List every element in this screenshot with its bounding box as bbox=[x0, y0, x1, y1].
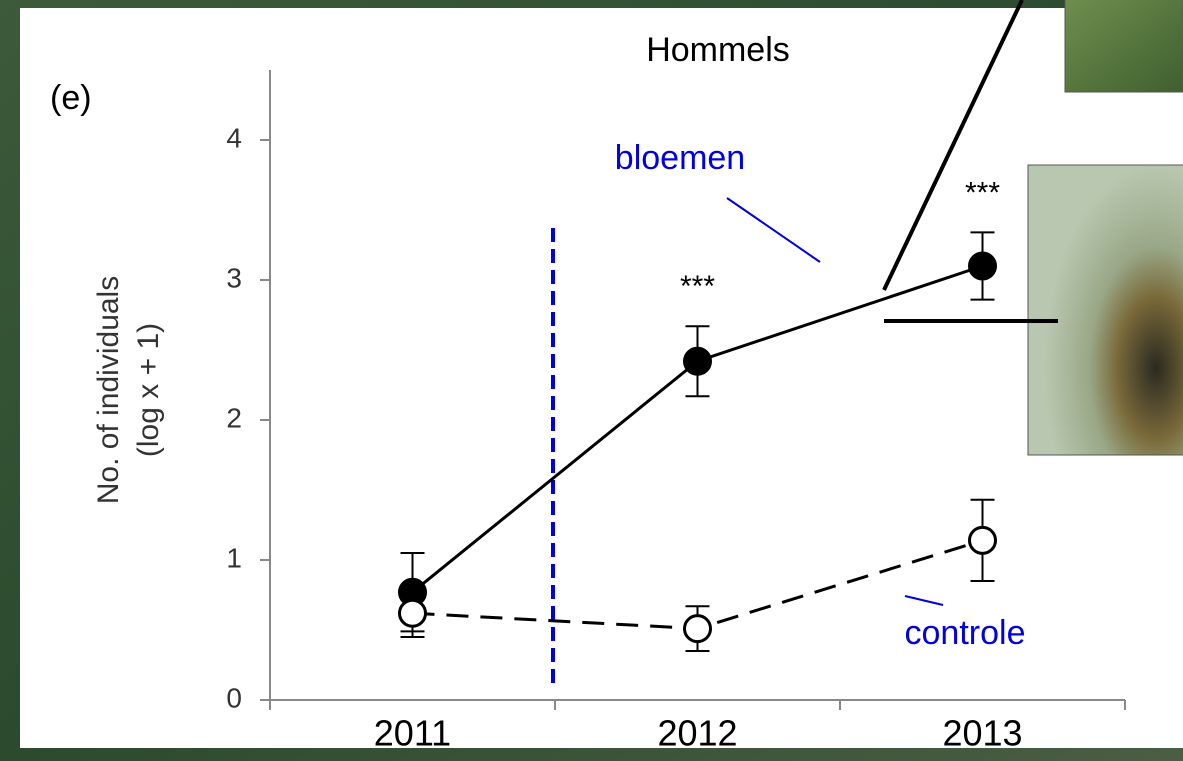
x-tick-label: 2011 bbox=[374, 713, 451, 754]
data-point bbox=[683, 346, 712, 376]
data-point bbox=[968, 251, 997, 281]
chart-title: Hommels bbox=[646, 31, 790, 69]
significance-label: *** bbox=[965, 176, 1000, 209]
data-point bbox=[968, 525, 997, 555]
y-tick-label: 3 bbox=[226, 262, 242, 293]
y-tick-label: 1 bbox=[226, 542, 242, 573]
panel-label: (e) bbox=[50, 79, 92, 117]
data-point bbox=[398, 598, 427, 628]
y-tick-label: 4 bbox=[226, 122, 242, 153]
y-axis-label: (log x + 1) bbox=[132, 323, 165, 457]
x-tick-label: 2012 bbox=[657, 713, 737, 754]
y-axis-label: No. of individuals bbox=[92, 276, 125, 504]
photo bbox=[1064, 0, 1183, 93]
significance-label: *** bbox=[680, 270, 715, 303]
photo bbox=[1027, 164, 1183, 456]
pointer-line bbox=[882, 0, 1024, 291]
y-tick-label: 0 bbox=[226, 682, 242, 713]
label-leader bbox=[904, 595, 944, 606]
series-label: controle bbox=[905, 614, 1026, 652]
series-label: bloemen bbox=[615, 139, 745, 177]
y-tick-label: 2 bbox=[226, 402, 242, 433]
label-leader bbox=[726, 197, 821, 263]
x-tick-label: 2013 bbox=[942, 713, 1022, 754]
data-point bbox=[683, 614, 712, 644]
